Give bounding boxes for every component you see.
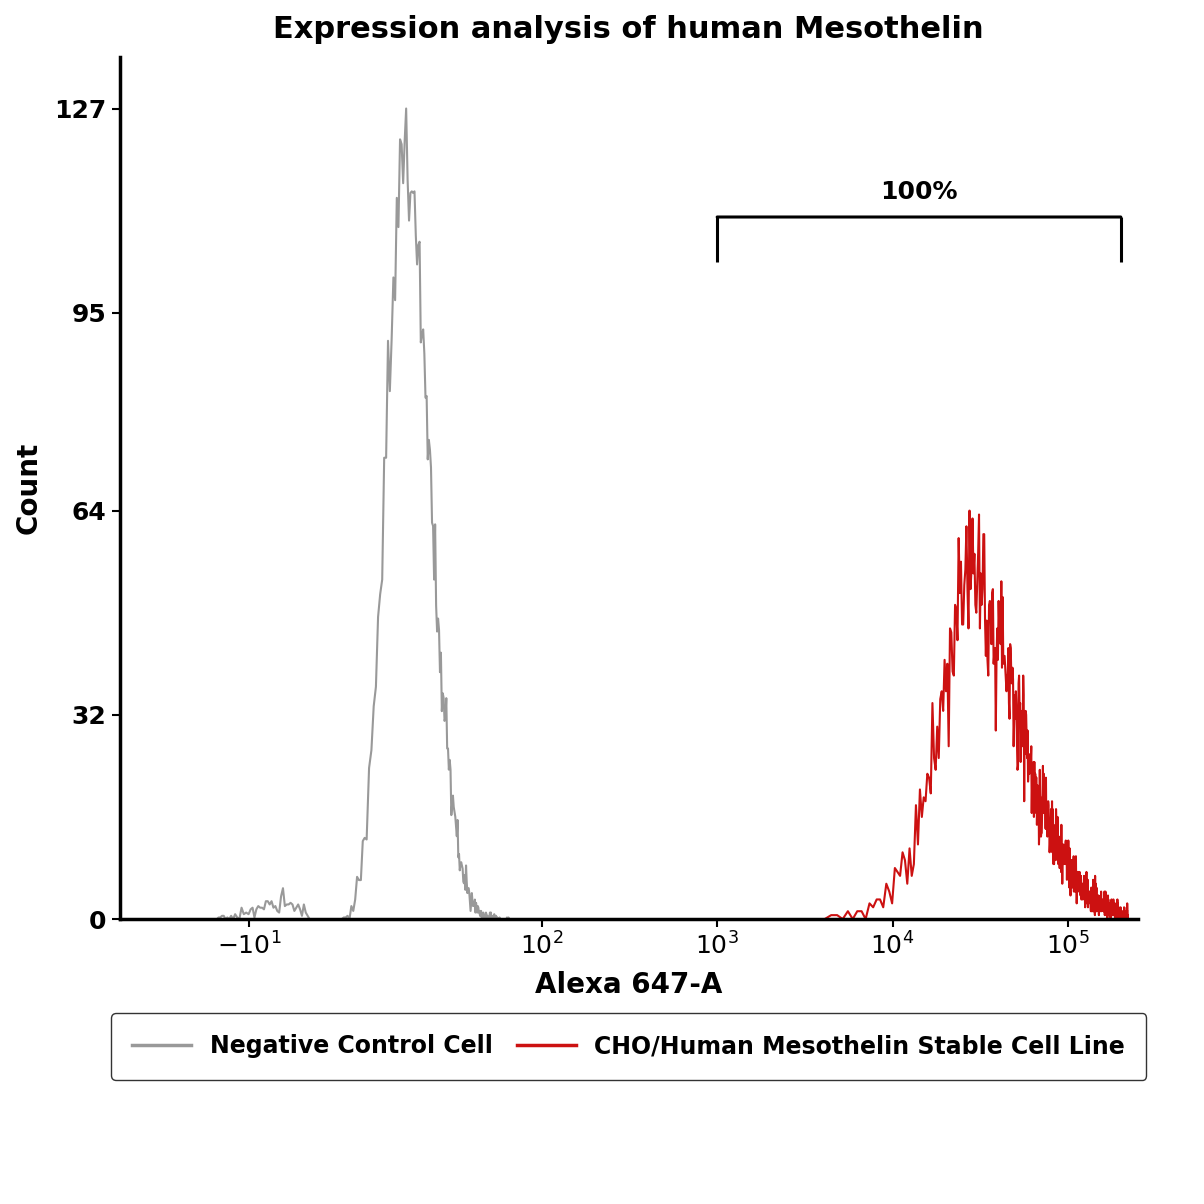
CHO/Human Mesothelin Stable Cell Line [1091, 889, 1105, 903]
CHO/Human Mesothelin Stable Cell Line [1099, 908, 1114, 922]
Line: CHO/Human Mesothelin Stable Cell Line: CHO/Human Mesothelin Stable Cell Line [730, 510, 1128, 919]
Negative Control Cell [527, 911, 542, 926]
X-axis label: Alexa 647-A: Alexa 647-A [535, 970, 722, 998]
Title: Expression analysis of human Mesothelin: Expression analysis of human Mesothelin [273, 14, 984, 45]
CHO/Human Mesothelin Stable Cell Line [1081, 889, 1096, 903]
CHO/Human Mesothelin Stable Cell Line [722, 911, 737, 926]
Negative Control Cell [572, 911, 586, 926]
Negative Control Cell [106, 911, 120, 926]
CHO/Human Mesothelin Stable Cell Line [962, 503, 976, 518]
Y-axis label: Count: Count [14, 442, 43, 535]
Negative Control Cell [533, 911, 548, 926]
Negative Control Cell [539, 911, 554, 926]
Negative Control Cell [559, 911, 573, 926]
CHO/Human Mesothelin Stable Cell Line [1121, 911, 1135, 926]
Negative Control Cell [399, 101, 413, 116]
CHO/Human Mesothelin Stable Cell Line [991, 594, 1005, 608]
Legend: Negative Control Cell, CHO/Human Mesothelin Stable Cell Line: Negative Control Cell, CHO/Human Mesothe… [111, 1013, 1146, 1080]
CHO/Human Mesothelin Stable Cell Line [1019, 708, 1033, 722]
CHO/Human Mesothelin Stable Cell Line [1061, 833, 1075, 848]
Negative Control Cell [130, 911, 144, 926]
Text: 100%: 100% [880, 181, 957, 205]
Negative Control Cell [588, 911, 602, 926]
Line: Negative Control Cell: Negative Control Cell [113, 108, 595, 919]
